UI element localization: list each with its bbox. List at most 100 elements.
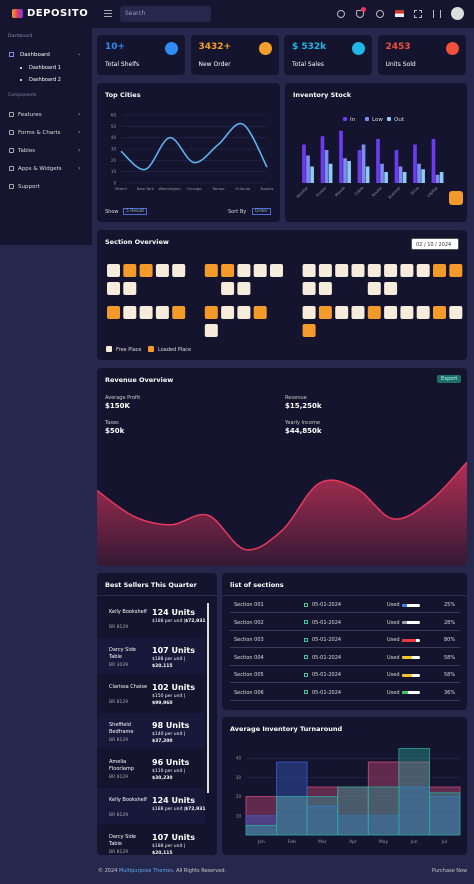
x-tick-label: May [379, 839, 389, 845]
legend-swatch [365, 117, 369, 121]
section-date: 05-01-2024 [312, 619, 342, 626]
notifications[interactable] [356, 10, 364, 18]
y-tick-label: 20 [236, 794, 242, 799]
product-name: Amelia Floorlamp [109, 759, 134, 772]
units: 102 Units [152, 683, 196, 692]
divider [222, 595, 467, 596]
x-tick-label: Printer [315, 185, 328, 198]
nav-item[interactable]: Features [18, 112, 42, 118]
x-tick-label: Drive [409, 185, 420, 196]
brand-link[interactable]: Multipurpose Themes [118, 868, 173, 874]
nav-icon [9, 52, 14, 57]
x-tick-label: Feb [288, 839, 296, 845]
total: $72,931 [185, 806, 206, 812]
bar [324, 150, 329, 183]
place-cell [351, 306, 365, 319]
action-button[interactable] [449, 191, 463, 205]
place-cell [107, 306, 120, 319]
chevron: › [78, 147, 81, 154]
card-title: Inventory Stock [293, 91, 352, 99]
fullscreen[interactable] [414, 10, 422, 18]
purchase-link[interactable]: Purchase Now [432, 868, 468, 874]
bar [306, 155, 310, 183]
nav-item[interactable]: Tables [18, 148, 36, 154]
scrollbar[interactable] [207, 603, 209, 793]
product-code: BR 8129 [109, 775, 129, 780]
bar [398, 786, 430, 836]
stat-card: $ 532k Total Sales [284, 35, 372, 75]
result-select[interactable]: 5 Result [123, 208, 148, 215]
nav-item[interactable]: Forms & Charts [18, 130, 61, 136]
bar [343, 158, 347, 183]
price: $140 per unit | [152, 731, 186, 737]
section-name: Section 001 [234, 602, 264, 608]
units: 96 Units [152, 758, 190, 767]
place-cell [400, 264, 414, 277]
product-code: BR 8129 [109, 737, 129, 743]
area-line [97, 461, 467, 551]
place-cell [107, 264, 120, 277]
status: Used [387, 654, 400, 661]
section-date: 05-01-2024 [312, 602, 342, 608]
nav-item[interactable]: Apps & Widgets [18, 166, 62, 172]
theme-toggle[interactable] [337, 10, 345, 18]
row-bg [97, 787, 205, 824]
total: $20,115 [152, 663, 173, 669]
section-date: 05-01-2024 [312, 689, 342, 696]
row-divider [230, 699, 460, 701]
place-cell [367, 306, 381, 319]
y-tick-label: 20 [111, 158, 117, 163]
place-cell [155, 264, 169, 277]
export-button[interactable]: Export [437, 375, 462, 383]
stat-value: $ 532k [292, 42, 327, 52]
usage-percent: 58% [444, 654, 456, 661]
place-cell [384, 282, 398, 295]
nav-item[interactable]: Dashboard [20, 52, 50, 58]
bar [365, 166, 370, 183]
date-picker[interactable]: 02 / 10 / 2024 [411, 238, 459, 250]
place-cell [172, 306, 186, 319]
total: $72,931 [185, 619, 206, 624]
usage-percent: 36% [444, 689, 456, 696]
place-cell [351, 264, 365, 277]
calendar-icon [304, 655, 308, 659]
place-cell [335, 264, 349, 277]
place-cell [253, 264, 267, 277]
section-name: Section 002 [234, 619, 264, 626]
bar [339, 130, 343, 183]
legend-label: Free Place [116, 347, 142, 353]
legend-swatch [106, 346, 112, 352]
nav-item[interactable]: Support [18, 184, 40, 190]
legend-label: Out [394, 117, 405, 123]
x-tick-label: Laptop [426, 185, 439, 198]
nav-subitem[interactable]: Dashboard 1 [29, 65, 61, 71]
section-overview-card: Section Overview 02 / 10 / 2024 Free Pla… [97, 230, 467, 360]
settings[interactable] [433, 10, 441, 18]
menu-button[interactable] [104, 10, 112, 11]
place-cell [204, 264, 218, 277]
avatar[interactable] [451, 7, 464, 20]
place-cell [318, 306, 332, 319]
card-title: Top Cities [105, 91, 141, 99]
bar [394, 150, 399, 183]
usage-bar [402, 621, 408, 624]
x-tick-label: Scanner [387, 185, 402, 200]
usage-track [402, 691, 420, 694]
place-cell [221, 264, 235, 277]
price: $150 per unit | [152, 694, 186, 699]
x-tick-label: New York [137, 186, 155, 191]
total: $37,200 [152, 738, 173, 744]
place-cell [318, 282, 332, 295]
messages[interactable] [376, 10, 384, 18]
order-select[interactable]: Order [252, 208, 271, 215]
product-code: BR 8129 [109, 625, 129, 630]
y-tick-label: 10 [111, 169, 117, 174]
nav-subitem[interactable]: Dashboard 2 [29, 77, 61, 83]
search-input[interactable]: Search [120, 6, 211, 22]
stat-value: 2453 [385, 42, 411, 52]
nav-icon [9, 166, 14, 171]
language[interactable] [395, 10, 404, 17]
row-bg [97, 637, 205, 674]
stat-icon [165, 42, 178, 55]
bar [245, 825, 277, 836]
